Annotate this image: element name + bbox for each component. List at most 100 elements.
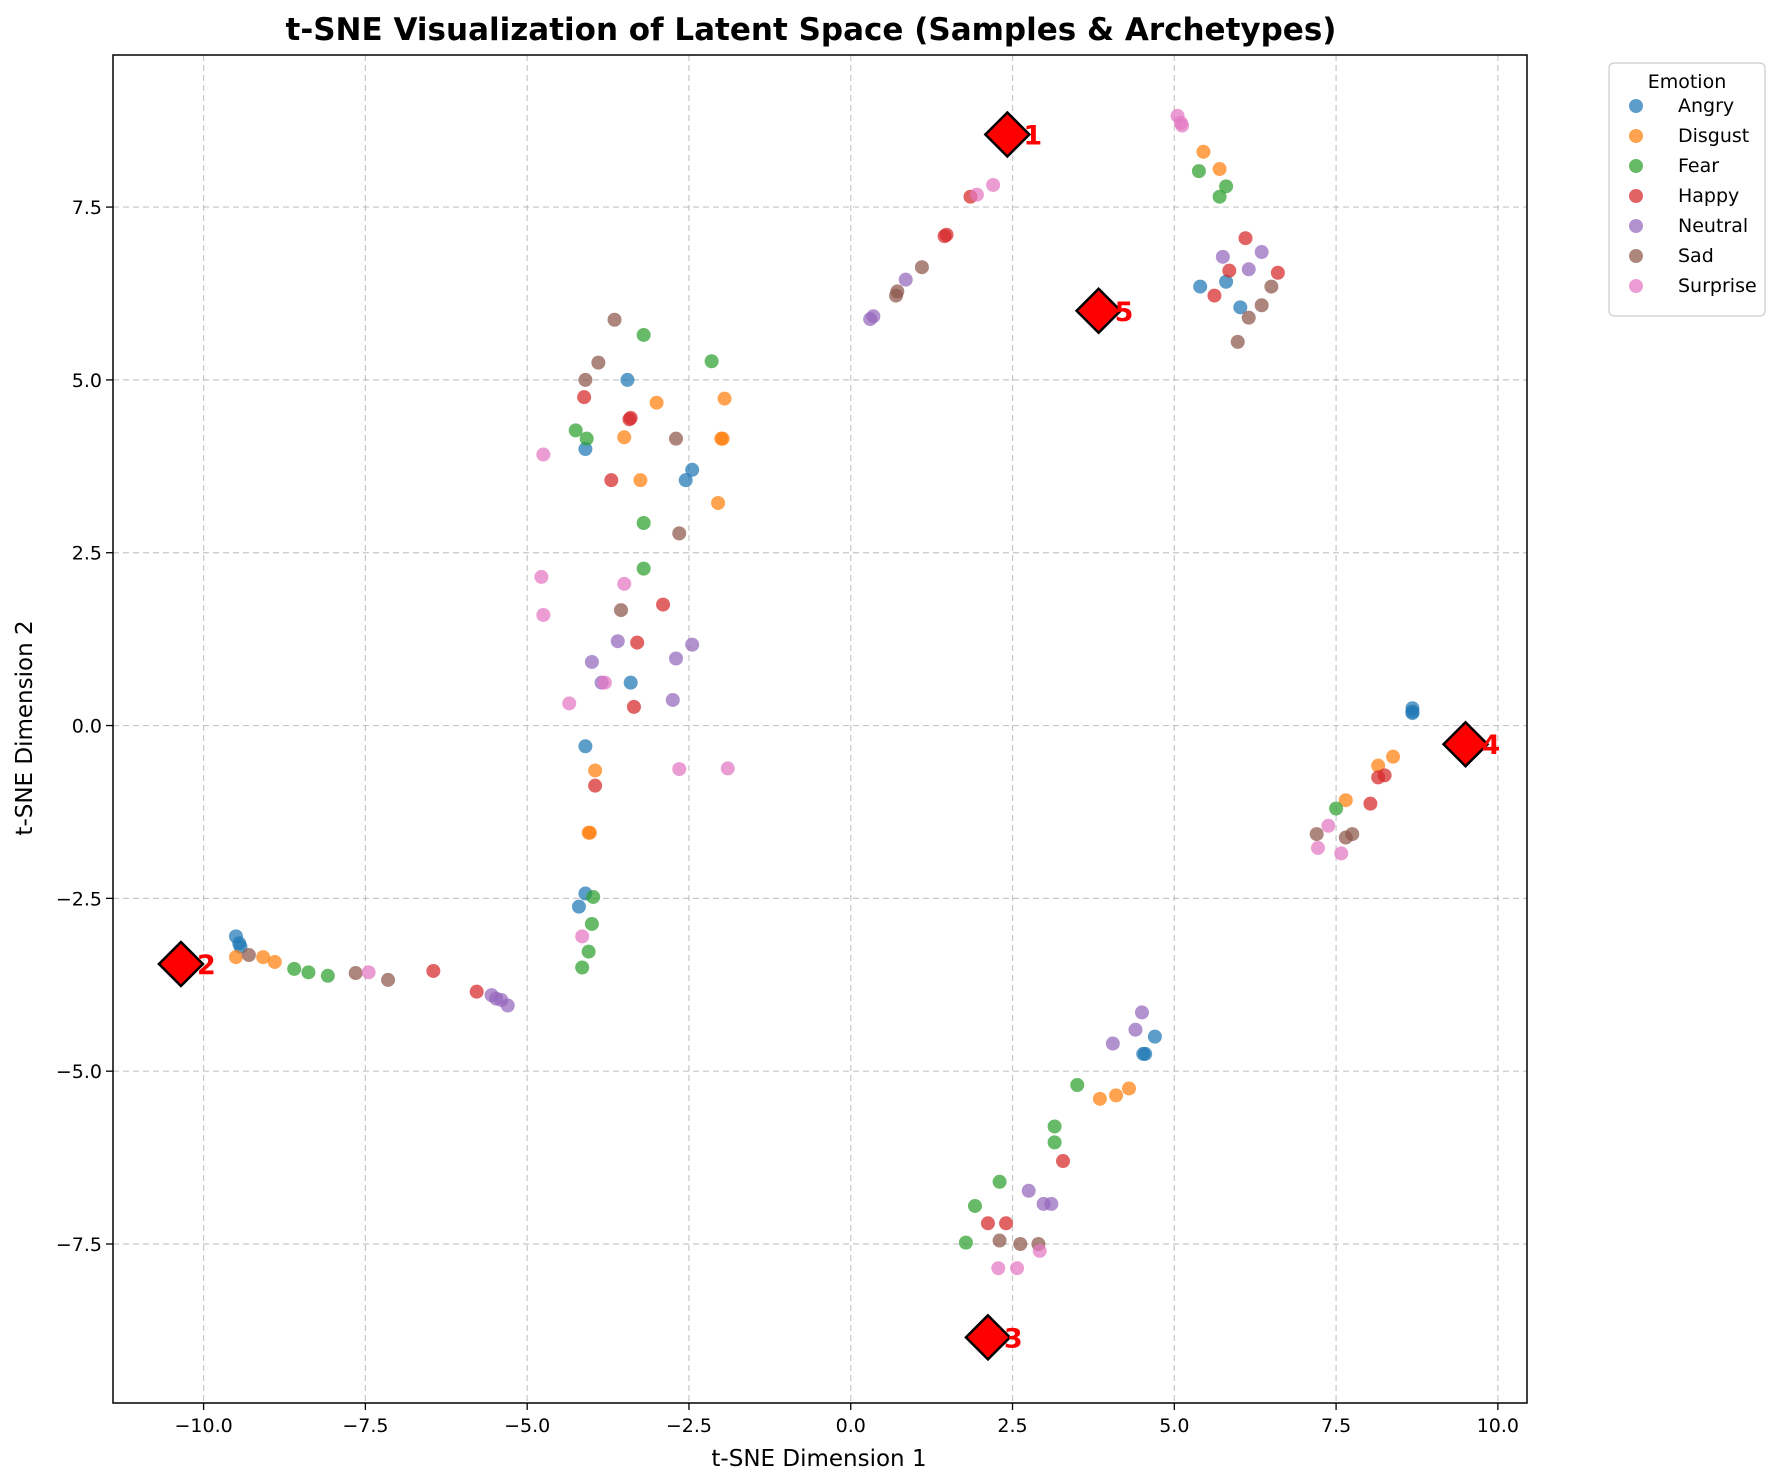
data-point bbox=[1128, 1022, 1143, 1037]
data-point bbox=[1309, 827, 1324, 842]
legend-label: Neutral bbox=[1678, 215, 1748, 237]
legend-marker bbox=[1629, 249, 1643, 263]
data-point bbox=[1219, 274, 1234, 289]
data-point bbox=[597, 675, 612, 690]
data-point bbox=[562, 696, 577, 711]
data-point bbox=[607, 312, 622, 327]
data-point bbox=[267, 954, 282, 969]
data-point bbox=[711, 495, 726, 510]
data-point bbox=[1138, 1046, 1153, 1061]
data-point bbox=[656, 597, 671, 612]
data-point bbox=[992, 1174, 1007, 1189]
data-point bbox=[890, 284, 905, 299]
x-tick-label: −2.5 bbox=[666, 1415, 712, 1437]
data-point bbox=[1196, 144, 1211, 159]
data-point bbox=[1207, 288, 1222, 303]
data-point bbox=[617, 576, 632, 591]
data-point bbox=[578, 372, 593, 387]
data-point bbox=[1056, 1154, 1071, 1169]
data-point bbox=[1047, 1119, 1062, 1134]
data-point bbox=[604, 473, 619, 488]
data-point bbox=[1013, 1237, 1028, 1252]
data-point bbox=[578, 442, 593, 457]
data-point bbox=[469, 984, 484, 999]
data-point bbox=[536, 607, 551, 622]
grid-layer bbox=[113, 55, 1527, 1403]
data-point bbox=[1233, 300, 1248, 315]
x-tick-label: −7.5 bbox=[342, 1415, 388, 1437]
data-point bbox=[1377, 768, 1392, 783]
data-point bbox=[1310, 840, 1325, 855]
data-point bbox=[1222, 263, 1237, 278]
legend-marker bbox=[1629, 219, 1643, 233]
x-tick-label: 7.5 bbox=[1321, 1415, 1351, 1437]
x-tick-label: −5.0 bbox=[504, 1415, 550, 1437]
series-disgust bbox=[228, 144, 1401, 1106]
y-axis-label: t-SNE Dimension 2 bbox=[12, 620, 38, 835]
archetype-label: 2 bbox=[197, 950, 216, 981]
data-point bbox=[665, 692, 680, 707]
x-tick-label: 10.0 bbox=[1477, 1415, 1519, 1437]
data-point bbox=[1241, 262, 1256, 277]
data-point bbox=[626, 699, 641, 714]
data-point bbox=[348, 966, 363, 981]
data-point bbox=[571, 899, 586, 914]
series-happy bbox=[426, 189, 1392, 1231]
data-point bbox=[1270, 265, 1285, 280]
data-point bbox=[1021, 1183, 1036, 1198]
data-point bbox=[1338, 793, 1353, 808]
series-sad bbox=[241, 260, 1360, 1252]
data-point bbox=[1329, 801, 1344, 816]
data-point bbox=[577, 390, 592, 405]
data-point bbox=[1092, 1091, 1107, 1106]
data-point bbox=[568, 423, 583, 438]
tick-layer: −10.0 −7.5 −5.0 −2.5 0.0 2.5 5.0 7.5 10.0 −7.5 −5.… bbox=[56, 197, 1519, 1437]
data-point bbox=[1338, 830, 1353, 845]
archetype-marker bbox=[983, 110, 1032, 159]
data-point bbox=[1230, 334, 1245, 349]
legend-marker bbox=[1629, 189, 1643, 203]
data-point bbox=[991, 1261, 1006, 1276]
data-point bbox=[685, 462, 700, 477]
x-tick-label: −10.0 bbox=[174, 1415, 232, 1437]
data-point bbox=[584, 916, 599, 931]
data-point bbox=[1193, 279, 1208, 294]
archetype-label: 5 bbox=[1115, 297, 1134, 328]
legend-title: Emotion bbox=[1648, 71, 1727, 93]
archetype-marker bbox=[157, 940, 205, 988]
data-point bbox=[1212, 162, 1227, 177]
archetype-label: 1 bbox=[1023, 120, 1042, 151]
data-point bbox=[992, 1233, 1007, 1248]
x-axis-label: t-SNE Dimension 1 bbox=[711, 1446, 926, 1472]
data-point bbox=[958, 1235, 973, 1250]
data-point bbox=[623, 675, 638, 690]
data-point bbox=[287, 961, 302, 976]
data-point bbox=[633, 473, 648, 488]
legend-label: Fear bbox=[1678, 155, 1719, 177]
y-tick-label: 0.0 bbox=[72, 716, 102, 738]
data-point bbox=[1254, 298, 1269, 313]
data-point bbox=[536, 447, 551, 462]
archetype-marker bbox=[1074, 287, 1123, 335]
data-point bbox=[591, 355, 606, 370]
data-point bbox=[1241, 310, 1256, 325]
data-point bbox=[1191, 164, 1206, 179]
data-point bbox=[361, 965, 376, 980]
data-point bbox=[715, 431, 730, 446]
legend-label: Surprise bbox=[1678, 275, 1757, 297]
data-point bbox=[717, 391, 732, 406]
data-point bbox=[578, 739, 593, 754]
y-tick-label: −2.5 bbox=[56, 888, 102, 910]
archetype-marker bbox=[1441, 720, 1490, 768]
data-point bbox=[967, 1198, 982, 1213]
data-point bbox=[1334, 846, 1349, 861]
data-point bbox=[1219, 179, 1234, 194]
plot-frame bbox=[112, 54, 1528, 1404]
data-point bbox=[636, 327, 651, 342]
data-point bbox=[588, 763, 603, 778]
data-point bbox=[969, 187, 984, 202]
data-point bbox=[610, 634, 625, 649]
data-point bbox=[579, 431, 594, 446]
